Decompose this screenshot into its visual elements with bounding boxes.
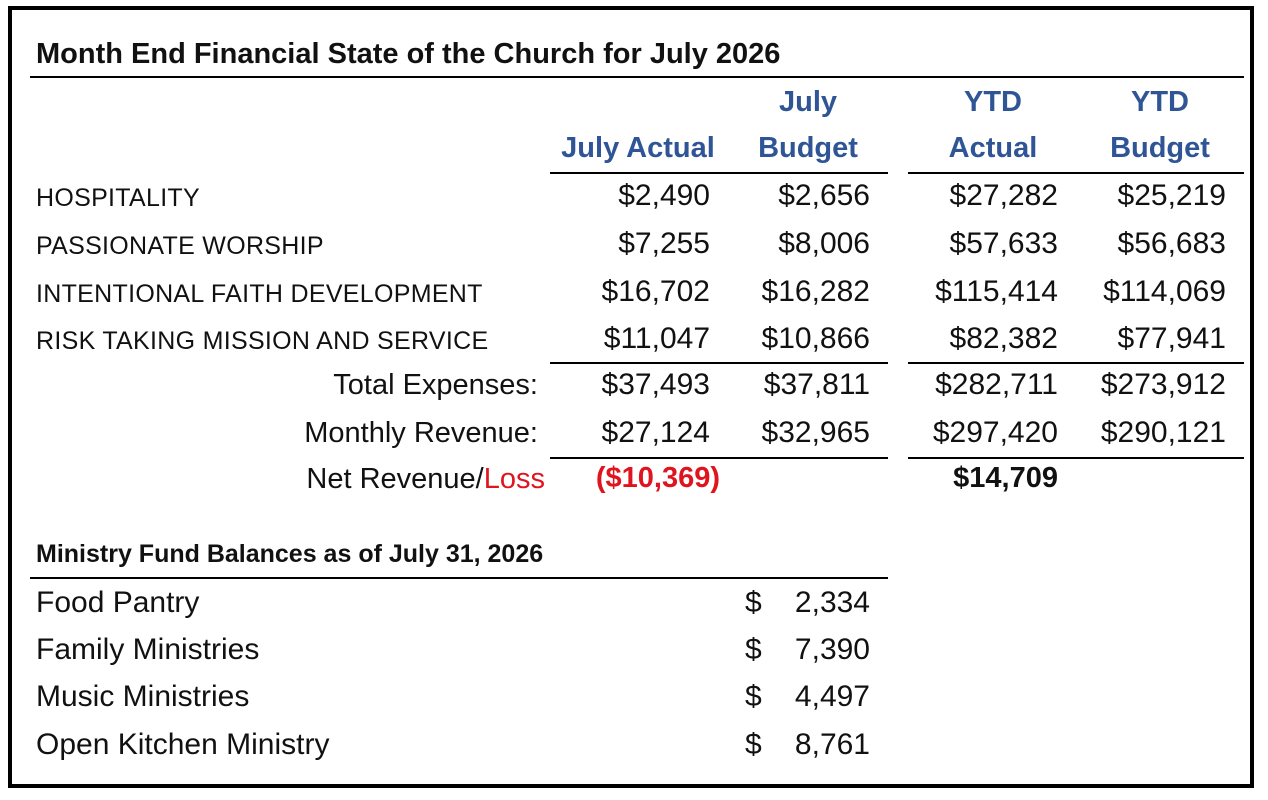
report-frame xyxy=(8,6,1254,788)
cell-faith-ytd-budget: $114,069 xyxy=(1103,275,1226,308)
header-ytd-budget-line2: Budget xyxy=(1110,132,1210,164)
header-underline-ytd xyxy=(908,172,1244,174)
cell-faith-ytd-actual: $115,414 xyxy=(935,275,1058,308)
total-expenses-july-actual: $37,493 xyxy=(601,368,710,401)
header-july-budget-line1: July xyxy=(778,86,838,118)
cell-mission-july-budget: $10,866 xyxy=(761,322,870,355)
cell-hospitality-july-budget: $2,656 xyxy=(778,179,870,212)
total-expenses-ytd-budget: $273,912 xyxy=(1100,368,1226,401)
fund-balances-underline xyxy=(30,577,888,579)
total-expenses-label: Total Expenses: xyxy=(333,369,538,401)
net-ytd-actual: $14,709 xyxy=(953,462,1058,494)
monthly-revenue-ytd-budget: $290,121 xyxy=(1100,416,1226,449)
cell-mission-ytd-actual: $82,382 xyxy=(949,322,1058,355)
revenue-underline-july xyxy=(550,457,888,459)
net-revenue-label: Net Revenue/ xyxy=(306,463,484,495)
row-label-hospitality: HOSPITALITY xyxy=(36,184,200,212)
fund-name-open-kitchen: Open Kitchen Ministry xyxy=(36,728,330,761)
net-july-actual: ($10,369) xyxy=(595,462,720,494)
header-underline-july xyxy=(550,172,888,174)
monthly-revenue-july-actual: $27,124 xyxy=(601,416,710,449)
fund-dollar-music-ministries: $ xyxy=(745,680,762,713)
fund-name-food-pantry: Food Pantry xyxy=(36,586,200,619)
expenses-underline-july xyxy=(550,362,888,364)
fund-dollar-food-pantry: $ xyxy=(745,586,762,619)
fund-name-family-ministries: Family Ministries xyxy=(36,633,260,666)
cell-worship-july-actual: $7,255 xyxy=(618,227,710,260)
header-july-actual: July Actual xyxy=(561,132,715,164)
fund-name-music-ministries: Music Ministries xyxy=(36,680,250,713)
cell-worship-july-budget: $8,006 xyxy=(778,227,870,260)
fund-amount-family-ministries: 7,390 xyxy=(794,633,870,666)
expenses-underline-ytd xyxy=(908,362,1244,364)
cell-worship-ytd-actual: $57,633 xyxy=(949,227,1058,260)
cell-faith-july-budget: $16,282 xyxy=(761,275,870,308)
total-expenses-ytd-actual: $282,711 xyxy=(935,368,1058,401)
fund-amount-open-kitchen: 8,761 xyxy=(794,728,870,761)
cell-mission-ytd-budget: $77,941 xyxy=(1117,322,1226,355)
fund-balances-title: Ministry Fund Balances as of July 31, 20… xyxy=(36,540,544,568)
fund-amount-music-ministries: 4,497 xyxy=(794,680,870,713)
fund-amount-food-pantry: 2,334 xyxy=(794,586,870,619)
total-expenses-july-budget: $37,811 xyxy=(763,368,870,401)
row-label-passionate-worship: PASSIONATE WORSHIP xyxy=(36,232,324,260)
cell-faith-july-actual: $16,702 xyxy=(601,275,710,308)
cell-hospitality-ytd-budget: $25,219 xyxy=(1117,179,1226,212)
net-revenue-loss-label: Net Revenue/Loss xyxy=(200,463,545,496)
cell-hospitality-ytd-actual: $27,282 xyxy=(949,179,1058,212)
header-july-budget-line2: Budget xyxy=(758,132,858,164)
row-label-faith-development: INTENTIONAL FAITH DEVELOPMENT xyxy=(36,280,483,308)
loss-label: Loss xyxy=(483,463,545,495)
cell-mission-july-actual: $11,047 xyxy=(603,322,710,355)
header-ytd-actual-line1: YTD xyxy=(964,86,1022,118)
title-underline xyxy=(30,76,1244,78)
fund-dollar-family-ministries: $ xyxy=(745,633,762,666)
monthly-revenue-july-budget: $32,965 xyxy=(761,416,870,449)
monthly-revenue-ytd-actual: $297,420 xyxy=(932,416,1058,449)
revenue-underline-ytd xyxy=(908,457,1244,459)
fund-dollar-open-kitchen: $ xyxy=(745,728,762,761)
row-label-mission-service: RISK TAKING MISSION AND SERVICE xyxy=(36,327,489,355)
monthly-revenue-label: Monthly Revenue: xyxy=(304,417,538,449)
cell-hospitality-july-actual: $2,490 xyxy=(618,179,710,212)
report-title: Month End Financial State of the Church … xyxy=(36,38,781,70)
cell-worship-ytd-budget: $56,683 xyxy=(1117,227,1226,260)
header-ytd-actual-line2: Actual xyxy=(948,132,1038,164)
header-ytd-budget-line1: YTD xyxy=(1131,86,1189,118)
